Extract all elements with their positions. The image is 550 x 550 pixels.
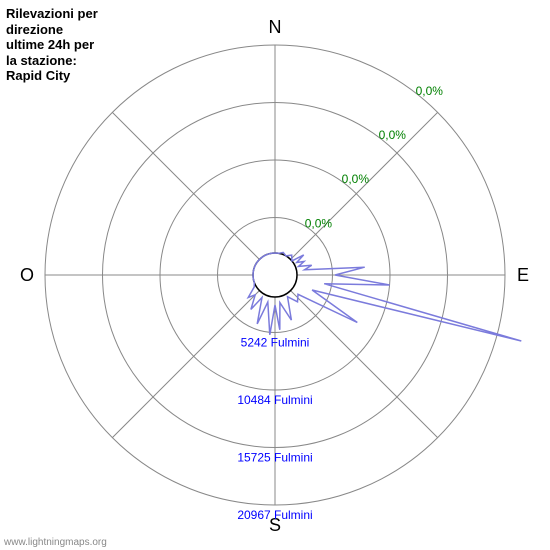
ring-label-green: 0,0% <box>416 84 444 98</box>
ring-label-blue: 5242 Fulmini <box>241 336 310 350</box>
footer-credit: www.lightningmaps.org <box>4 537 107 548</box>
ring-label-blue: 15725 Fulmini <box>237 451 312 465</box>
cardinal-e: E <box>517 265 529 285</box>
cardinal-w: O <box>20 265 34 285</box>
ring-label-green: 0,0% <box>379 128 407 142</box>
ring-label-blue: 20967 Fulmini <box>237 508 312 522</box>
ring-label-green: 0,0% <box>342 172 370 186</box>
ring-label-green: 0,0% <box>305 216 333 230</box>
polar-chart-container: Rilevazioni per direzione ultime 24h per… <box>0 0 550 550</box>
ring-label-blue: 10484 Fulmini <box>237 393 312 407</box>
polar-chart-svg: NSEO0,0%0,0%0,0%0,0%5242 Fulmini10484 Fu… <box>0 0 550 550</box>
cardinal-n: N <box>269 17 282 37</box>
